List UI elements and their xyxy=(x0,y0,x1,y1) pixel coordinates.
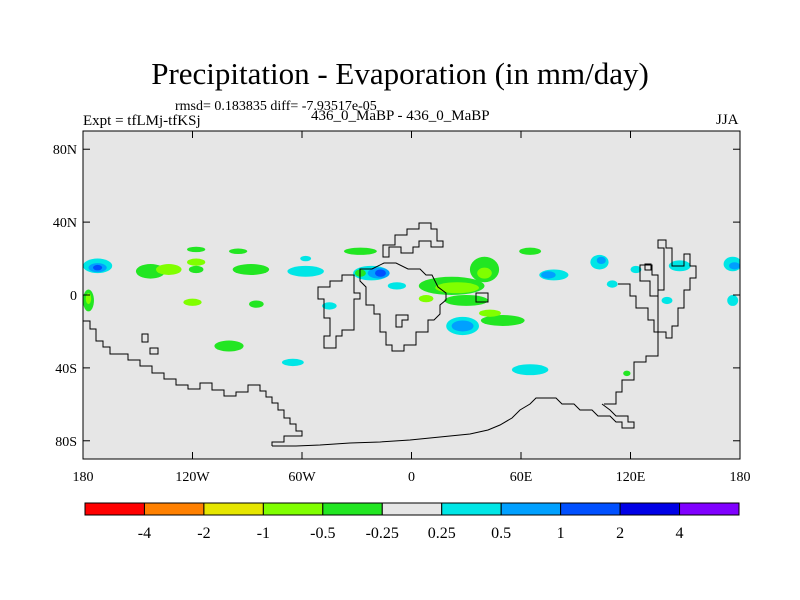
chart-title: Precipitation - Evaporation (in mm/day) xyxy=(151,56,649,91)
anomaly-region xyxy=(444,295,489,306)
colorbar-label: 4 xyxy=(676,525,684,542)
anomaly-region xyxy=(480,315,525,326)
coastline-europe-asia xyxy=(382,222,444,258)
anomaly-region xyxy=(187,258,206,266)
colorbar-swatch xyxy=(143,502,205,516)
colorbar-swatch xyxy=(322,502,383,516)
colorbar: -4 -2 -1 -0.5 -0.25 0.25 0.5 1 2 4 xyxy=(84,502,740,542)
y-tick-label: 0 xyxy=(70,289,77,304)
anomaly-region xyxy=(435,282,480,294)
anomaly-region xyxy=(451,320,474,332)
anomaly-region xyxy=(596,256,606,265)
anomaly-region xyxy=(214,340,244,352)
coastline-island-2 xyxy=(149,347,159,355)
coastline-south-america xyxy=(317,274,361,349)
anomaly-region xyxy=(479,309,501,317)
anomaly-region xyxy=(661,296,673,305)
season-label: JJA xyxy=(716,112,739,128)
plot-background xyxy=(83,131,740,459)
axis-tick-labels: 180 120W 60W 0 60E 120E 180 80N 40N 0 40S 80S xyxy=(53,143,751,485)
x-tick-label: 120E xyxy=(616,470,646,485)
anomaly-region xyxy=(183,298,202,306)
anomaly-region xyxy=(375,269,386,277)
x-tick-label: 120W xyxy=(175,470,210,485)
anomaly-region xyxy=(187,246,206,253)
colorbar-label: -4 xyxy=(138,525,151,542)
anomaly-layer xyxy=(83,246,740,377)
anomaly-region xyxy=(623,370,631,377)
colorbar-swatch xyxy=(381,502,443,516)
x-tick-label: 0 xyxy=(408,470,415,485)
colorbar-label: 1 xyxy=(557,525,565,542)
anomaly-region xyxy=(343,247,377,255)
anomaly-region xyxy=(418,295,434,303)
coastline-island-3 xyxy=(644,263,652,271)
colorbar-swatch xyxy=(500,502,562,516)
coastline-madagascar xyxy=(395,314,409,328)
colorbar-swatch xyxy=(203,502,264,516)
colorbar-label: -1 xyxy=(257,525,270,542)
coastline-layer xyxy=(83,222,697,447)
anomaly-region xyxy=(281,358,304,367)
anomaly-region xyxy=(541,271,556,279)
colorbar-swatch xyxy=(84,502,145,516)
colorbar-swatch xyxy=(262,502,324,516)
stats-label: rmsd= 0.183835 diff= -7.93517e-05 xyxy=(175,99,377,114)
experiment-label: Expt = tfLMj-tfKSj xyxy=(83,113,201,129)
colorbar-label: -0.5 xyxy=(310,525,335,542)
colorbar-label: 2 xyxy=(616,525,624,542)
x-tick-label: 60E xyxy=(510,470,533,485)
anomaly-region xyxy=(93,264,103,271)
coastline-island-1 xyxy=(141,333,149,343)
x-tick-label: 180 xyxy=(73,470,94,485)
anomaly-region xyxy=(156,264,182,275)
anomaly-region xyxy=(249,300,264,308)
y-tick-label: 40S xyxy=(55,362,77,377)
anomaly-region xyxy=(477,267,492,279)
coastline-americas xyxy=(83,320,303,446)
anomaly-region xyxy=(188,265,204,274)
anomaly-region xyxy=(630,265,642,274)
colorbar-swatch xyxy=(619,502,681,516)
anomaly-region xyxy=(729,262,740,270)
comparison-label: 436_0_MaBP - 436_0_MaBP xyxy=(311,108,490,124)
anomaly-region xyxy=(229,248,248,254)
colorbar-label: 0.25 xyxy=(428,525,456,542)
colorbar-label: 0.5 xyxy=(491,525,511,542)
coastline-india xyxy=(475,292,489,303)
y-tick-label: 80N xyxy=(53,143,77,158)
y-tick-label: 40N xyxy=(53,216,77,231)
anomaly-region xyxy=(287,265,324,277)
colorbar-swatch xyxy=(679,502,740,516)
anomaly-region xyxy=(232,264,270,275)
anomaly-region xyxy=(387,282,407,290)
anomaly-region xyxy=(519,247,542,255)
coastline-australia xyxy=(604,239,697,405)
anomaly-region xyxy=(85,293,92,305)
y-tick-label: 80S xyxy=(55,435,77,450)
anomaly-region xyxy=(727,295,739,306)
colorbar-swatch xyxy=(560,502,621,516)
coastline-antarctica xyxy=(272,397,635,447)
anomaly-region xyxy=(511,364,549,376)
anomaly-region xyxy=(606,280,618,288)
anomaly-region xyxy=(322,302,337,310)
x-tick-label: 180 xyxy=(730,470,751,485)
anomaly-region xyxy=(300,255,312,262)
colorbar-label: -2 xyxy=(197,525,210,542)
colorbar-swatch xyxy=(441,502,502,516)
x-tick-label: 60W xyxy=(288,470,316,485)
axis-ticks xyxy=(82,131,741,459)
coastline-africa xyxy=(359,262,447,352)
colorbar-label: -0.25 xyxy=(366,525,399,542)
